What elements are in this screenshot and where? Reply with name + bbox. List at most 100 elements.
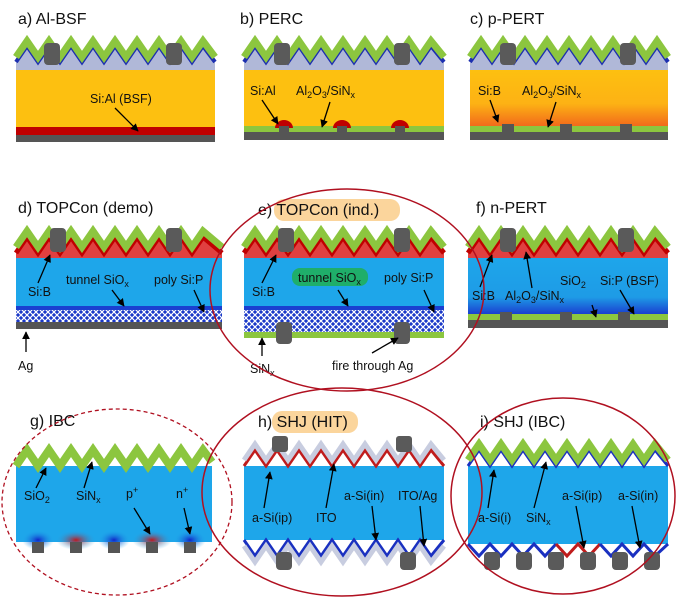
arrow [619,289,635,315]
emitter-layer [16,46,215,70]
label-a-si-in: a-Si(in) [344,489,384,503]
arrow [83,461,94,489]
front-contact [278,228,294,252]
panel-e-title: e) TOPCon (ind.) [258,202,379,219]
arrow [35,467,47,489]
label-p-plus: p+ [126,485,138,501]
arrow [533,461,549,509]
rear-contact [612,552,628,570]
local-contact [500,312,512,322]
panel-b: b) PERC Si:Al Al2O3/SiNx [240,11,447,140]
panel-d-title: d) TOPCon (demo) [18,200,153,217]
label-si-p-bsf: Si:P (BSF) [600,274,659,288]
title-highlight [272,411,358,433]
arrow [183,507,193,535]
rear-contact [548,552,564,570]
arrow [37,254,51,284]
label-ito-ag: ITO/Ag [398,489,437,503]
local-contact [618,312,630,322]
label-si-b: Si:B [252,285,275,299]
n-type-silicon-base [244,466,444,540]
arrow [479,254,494,288]
sinx-layer [465,437,671,467]
rear-contact [244,132,444,140]
panel-c-title: c) p-PERT [470,11,545,28]
arrow [111,289,125,307]
panel-c: c) p-PERT Si:B Al2O3/SiNx [467,11,671,140]
n-type-silicon-base [16,466,212,542]
highlight-circle-ibc [1,408,233,596]
local-contact [337,126,347,134]
tunnel-oxide [16,306,222,310]
arrow [261,254,277,284]
highlight-circle-shj-hit [201,387,483,597]
local-contact [279,126,289,134]
arrow [523,251,533,289]
label-sinx: SiNx [76,489,101,505]
front-contact [500,228,516,252]
emitter-layer [470,46,668,70]
front-contact [500,43,516,65]
rear-contact [484,552,500,570]
n-plus-region [174,530,206,550]
rear-contact [16,135,215,142]
rear-contact [580,552,596,570]
front-contact [396,436,412,452]
label-poly-si-p: poly Si:P [384,271,433,285]
local-contact [502,124,514,134]
label-n-plus: n+ [176,485,188,501]
arrow [631,505,643,549]
p-plus-region [132,530,172,550]
front-contact [274,43,290,65]
label-sinx: SiNx [526,511,551,527]
a-si-ip-layer [554,541,602,559]
front-contact [166,228,182,252]
label-si-b: Si:B [28,285,51,299]
bsf-layer [16,127,215,135]
title-highlight [274,199,400,221]
rear-contact [516,552,532,570]
label-tunnel-siox: tunnel SiOx [298,271,361,287]
local-contact [395,126,405,134]
front-contact [44,43,60,65]
arrow [590,304,598,318]
panel-a: a) Al-BSF Si:Al (BSF) [13,11,218,142]
label-a-si-in: a-Si(in) [618,489,658,503]
local-contact [620,124,632,134]
rear-contact [644,552,660,570]
label-sio2: SiO2 [24,489,50,505]
fire-through-contact [276,322,292,344]
antireflection-layer [467,34,671,64]
p-type-silicon-base [470,70,668,126]
arrow [263,471,273,509]
panel-i-title: i) SHJ (IBC) [480,414,565,431]
poly-si-layer [244,310,444,332]
panel-g: g) IBC SiO2 SiNx p+ n+ [12,413,216,553]
rear-contact [468,320,668,328]
arrow [423,289,435,313]
arrow [419,505,428,547]
panel-f-title: f) n-PERT [476,200,547,217]
arrow [546,101,557,128]
front-contact [50,228,66,252]
panel-g-title: g) IBC [30,413,75,430]
n-plus-region [22,530,54,550]
rear-contact [32,542,44,553]
label-fire-through-ag: fire through Ag [332,359,413,373]
arrow [487,469,497,509]
front-contact [272,436,288,452]
arrow [193,289,205,313]
label-poly-si-p: poly Si:P [154,273,203,287]
label-si-al: Si:Al [250,84,276,98]
rear-contact [470,132,668,140]
label-ag: Ag [18,359,33,373]
emitter-layer [468,237,668,258]
antireflection-layer [241,34,447,64]
panel-b-title: b) PERC [240,11,303,28]
highlight-circle-topcon [209,188,485,392]
front-contact [618,228,634,252]
highlight-circle-shj-ibc [450,397,676,595]
front-contact [166,43,182,65]
fire-through-contact [394,322,410,344]
